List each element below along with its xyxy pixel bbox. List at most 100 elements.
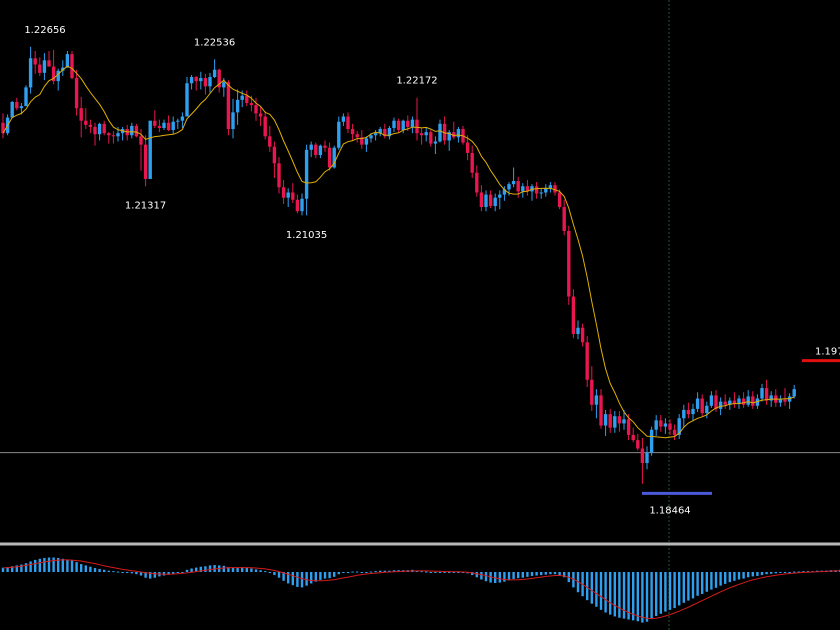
histogram-bar xyxy=(80,564,83,572)
candle-bearish xyxy=(102,123,106,134)
candle-bearish xyxy=(700,398,704,414)
histogram-bar xyxy=(20,564,23,572)
candle-bearish xyxy=(15,101,19,109)
candle-bearish xyxy=(465,142,470,153)
histogram-bar xyxy=(374,571,377,573)
histogram-bar xyxy=(305,572,308,586)
histogram-bar xyxy=(724,572,727,584)
candle-bullish xyxy=(663,423,668,427)
candle-bearish xyxy=(557,192,562,208)
candle-bearish xyxy=(93,126,97,135)
candle-bearish xyxy=(668,423,672,430)
candle-bullish xyxy=(97,123,102,135)
histogram-bar xyxy=(535,572,538,576)
candle-bullish xyxy=(61,67,65,71)
histogram-bar xyxy=(346,572,350,573)
candle-bullish xyxy=(231,112,235,130)
candle-bearish xyxy=(617,416,622,424)
histogram-bar xyxy=(75,562,78,572)
candle-bullish xyxy=(24,87,28,107)
moving-average-line xyxy=(2,65,795,439)
histogram-bar xyxy=(227,567,230,572)
histogram-bar xyxy=(34,559,37,572)
panel-separator xyxy=(0,542,840,546)
histogram-bar xyxy=(687,572,690,601)
candle-bullish xyxy=(65,54,70,68)
candle-bearish xyxy=(571,296,576,334)
histogram-bar xyxy=(774,572,777,574)
histogram-bar xyxy=(507,572,511,581)
histogram-bar xyxy=(337,572,340,575)
histogram-bar xyxy=(93,568,97,572)
histogram-bar xyxy=(434,572,437,573)
histogram-bar xyxy=(710,572,713,590)
candle-bearish xyxy=(111,135,116,137)
candle-bearish xyxy=(636,440,640,449)
candle-bearish xyxy=(714,395,718,409)
candle-bullish xyxy=(300,198,304,212)
candle-bearish xyxy=(51,66,56,82)
histogram-bar xyxy=(563,572,566,578)
histogram-bar xyxy=(530,572,534,576)
price-label: 1.22656 xyxy=(24,25,65,36)
price-label: 1.21035 xyxy=(286,230,327,241)
candle-bearish xyxy=(419,133,424,136)
candle-bullish xyxy=(677,418,681,435)
candle-bullish xyxy=(286,192,290,198)
candle-bearish xyxy=(525,186,530,192)
candle-bearish xyxy=(488,194,493,207)
histogram-bar xyxy=(609,572,612,615)
candle-bearish xyxy=(323,145,327,148)
candle-bearish xyxy=(38,64,42,73)
histogram-bar xyxy=(392,570,396,572)
histogram-bar xyxy=(448,572,451,573)
candle-bearish xyxy=(263,116,267,137)
candle-bullish xyxy=(378,129,382,134)
candle-bullish xyxy=(185,83,189,117)
histogram-bar xyxy=(300,572,304,588)
candle-bearish xyxy=(751,396,755,406)
candle-bearish xyxy=(88,124,93,127)
candle-bearish xyxy=(475,172,479,193)
candle-bearish xyxy=(686,409,691,415)
candle-bearish xyxy=(415,119,419,134)
histogram-bar xyxy=(604,572,607,613)
candle-bullish xyxy=(438,123,442,142)
histogram-bar xyxy=(645,572,649,622)
histogram-bar xyxy=(471,572,474,576)
candle-bullish xyxy=(695,398,700,409)
histogram-bar xyxy=(319,572,322,580)
histogram-bar xyxy=(696,572,699,596)
candle-bullish xyxy=(654,420,658,430)
histogram-bar xyxy=(673,572,676,609)
histogram-bar xyxy=(705,572,708,592)
histogram-bar xyxy=(360,572,363,573)
candle-bullish xyxy=(603,414,608,426)
candle-bearish xyxy=(249,103,254,106)
histogram-bar xyxy=(195,567,198,572)
candle-bearish xyxy=(562,207,566,231)
candle-bearish xyxy=(590,379,594,405)
histogram-bar xyxy=(641,572,644,623)
candle-bullish xyxy=(116,133,120,137)
histogram-bar xyxy=(668,572,672,610)
candle-bearish xyxy=(553,185,557,193)
candle-bearish xyxy=(134,125,139,137)
histogram-bar xyxy=(747,572,750,578)
candle-bearish xyxy=(429,132,433,144)
candle-bearish xyxy=(327,147,332,168)
candle-bullish xyxy=(341,116,346,122)
candle-bullish xyxy=(769,395,773,401)
histogram-bar xyxy=(627,572,630,620)
candle-bullish xyxy=(691,408,695,415)
histogram-bar xyxy=(443,572,446,573)
candle-bullish xyxy=(792,389,796,397)
candle-bearish xyxy=(254,105,258,114)
candle-bearish xyxy=(470,152,474,173)
histogram-bar xyxy=(420,571,423,573)
histogram-bar xyxy=(296,572,299,587)
histogram-bar xyxy=(121,572,124,573)
candle-bullish xyxy=(778,399,783,403)
histogram-bar xyxy=(84,565,87,572)
histogram-bar xyxy=(112,571,115,573)
